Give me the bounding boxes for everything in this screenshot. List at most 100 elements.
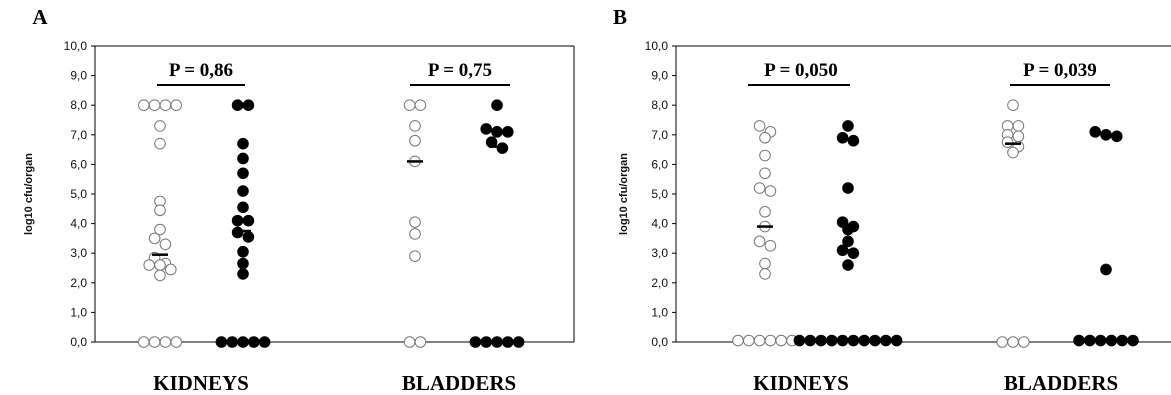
y-tick-label: 8,0 (70, 98, 87, 112)
data-point (1007, 336, 1019, 348)
data-point (231, 226, 244, 239)
data-point (148, 232, 161, 245)
data-point (469, 336, 482, 348)
group-label: BLADDERS (402, 371, 516, 395)
data-point (753, 120, 766, 132)
p-value-label: P = 0,039 (1023, 60, 1097, 81)
data-point (170, 99, 182, 111)
y-tick-label: 4,0 (70, 217, 87, 231)
data-point (409, 216, 421, 228)
data-point (869, 334, 881, 347)
p-value-label: P = 0,050 (764, 60, 838, 81)
data-point (759, 268, 771, 280)
y-tick-label: 4,0 (651, 217, 668, 231)
data-point (1007, 146, 1019, 159)
data-point (491, 126, 503, 138)
data-point (753, 182, 766, 194)
y-tick-label: 1,0 (651, 305, 668, 319)
data-point (409, 250, 421, 262)
data-point (764, 240, 777, 252)
data-point (804, 334, 817, 347)
data-point (1100, 263, 1112, 276)
y-tick-label: 10,0 (645, 39, 669, 53)
data-point (154, 259, 166, 271)
data-point (231, 99, 244, 111)
data-point (237, 185, 249, 197)
data-point (409, 228, 421, 240)
data-point (753, 235, 766, 248)
data-point (154, 120, 166, 132)
data-point (1073, 334, 1085, 347)
data-point (226, 336, 238, 348)
group-label: BLADDERS (1004, 371, 1118, 395)
data-point (880, 334, 892, 347)
data-point (842, 235, 854, 248)
data-point (154, 137, 166, 150)
group-label: KIDNEYS (753, 371, 849, 395)
data-point (170, 336, 182, 348)
data-point (154, 269, 166, 282)
y-tick-label: 0,0 (70, 335, 87, 349)
data-point (1012, 120, 1025, 132)
y-tick-label: 5,0 (651, 187, 668, 201)
data-point (491, 99, 503, 111)
y-tick-label: 2,0 (70, 276, 87, 290)
data-point (491, 336, 503, 348)
data-point (409, 120, 421, 132)
data-point (842, 182, 854, 194)
y-tick-label: 3,0 (70, 246, 87, 260)
data-point (237, 167, 249, 180)
data-point (242, 231, 255, 243)
data-point (237, 257, 249, 270)
y-tick-label: 5,0 (70, 187, 87, 201)
data-point (154, 204, 166, 217)
data-point (409, 134, 421, 147)
data-point (764, 334, 777, 347)
data-point (138, 99, 150, 111)
data-point (1001, 136, 1014, 148)
data-point (159, 99, 172, 111)
data-point (759, 205, 771, 218)
data-point (231, 214, 244, 227)
data-point (890, 334, 903, 347)
y-tick-label: 6,0 (70, 157, 87, 171)
data-point (215, 336, 228, 348)
data-point (1089, 126, 1101, 138)
data-point (1012, 130, 1025, 143)
panel-label: B (613, 5, 627, 29)
y-tick-label: 8,0 (651, 98, 668, 112)
data-point (836, 131, 849, 144)
data-point (996, 336, 1009, 348)
data-point (1127, 334, 1139, 347)
data-point (237, 137, 249, 150)
y-axis-label: log10 cfu/organ (23, 153, 35, 235)
data-point (815, 334, 827, 347)
y-tick-label: 6,0 (651, 157, 668, 171)
data-point (759, 167, 771, 180)
p-value-label: P = 0,86 (169, 60, 233, 81)
data-point (1007, 99, 1019, 111)
data-point (138, 336, 150, 348)
data-point (148, 99, 161, 111)
data-point (847, 334, 860, 347)
data-point (502, 336, 514, 348)
data-point (759, 257, 771, 270)
data-point (512, 336, 525, 348)
data-point (480, 123, 493, 135)
data-point (759, 131, 771, 144)
data-point (836, 334, 849, 347)
y-tick-label: 3,0 (651, 246, 668, 260)
data-point (775, 334, 788, 347)
data-point (1116, 334, 1128, 347)
data-point (414, 99, 427, 111)
data-point (842, 259, 854, 271)
data-point (842, 223, 854, 236)
data-point (159, 238, 172, 251)
y-tick-label: 1,0 (70, 305, 87, 319)
data-point (764, 185, 777, 197)
data-point (165, 263, 177, 276)
data-point (1111, 130, 1123, 143)
